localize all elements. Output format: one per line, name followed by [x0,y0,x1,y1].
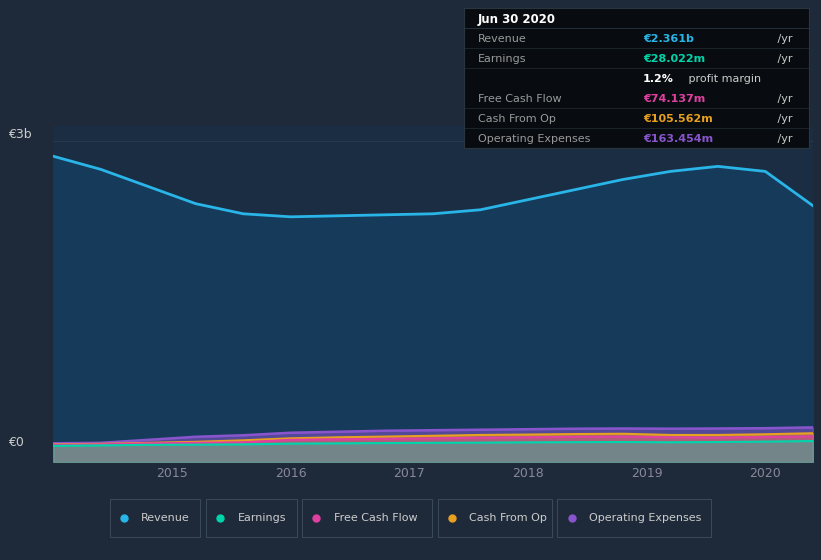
Text: /yr: /yr [774,114,793,124]
Text: 1.2%: 1.2% [643,74,674,85]
Text: Operating Expenses: Operating Expenses [589,513,701,523]
Text: /yr: /yr [774,95,793,104]
Text: Revenue: Revenue [141,513,190,523]
Text: €105.562m: €105.562m [643,114,713,124]
Text: Earnings: Earnings [478,54,526,64]
Text: Free Cash Flow: Free Cash Flow [333,513,417,523]
Text: Jun 30 2020: Jun 30 2020 [478,13,556,26]
Text: €163.454m: €163.454m [643,134,713,144]
Text: /yr: /yr [774,134,793,144]
Text: €3b: €3b [8,128,32,141]
Text: €28.022m: €28.022m [643,54,705,64]
Text: /yr: /yr [774,54,793,64]
Text: €2.361b: €2.361b [643,34,694,44]
Text: Free Cash Flow: Free Cash Flow [478,95,562,104]
Text: Cash From Op: Cash From Op [478,114,556,124]
Text: Earnings: Earnings [237,513,286,523]
Text: €74.137m: €74.137m [643,95,705,104]
Text: Cash From Op: Cash From Op [470,513,547,523]
Text: Operating Expenses: Operating Expenses [478,134,590,144]
Text: Revenue: Revenue [478,34,526,44]
Text: /yr: /yr [774,34,793,44]
Text: €0: €0 [8,436,24,449]
Text: profit margin: profit margin [685,74,761,85]
